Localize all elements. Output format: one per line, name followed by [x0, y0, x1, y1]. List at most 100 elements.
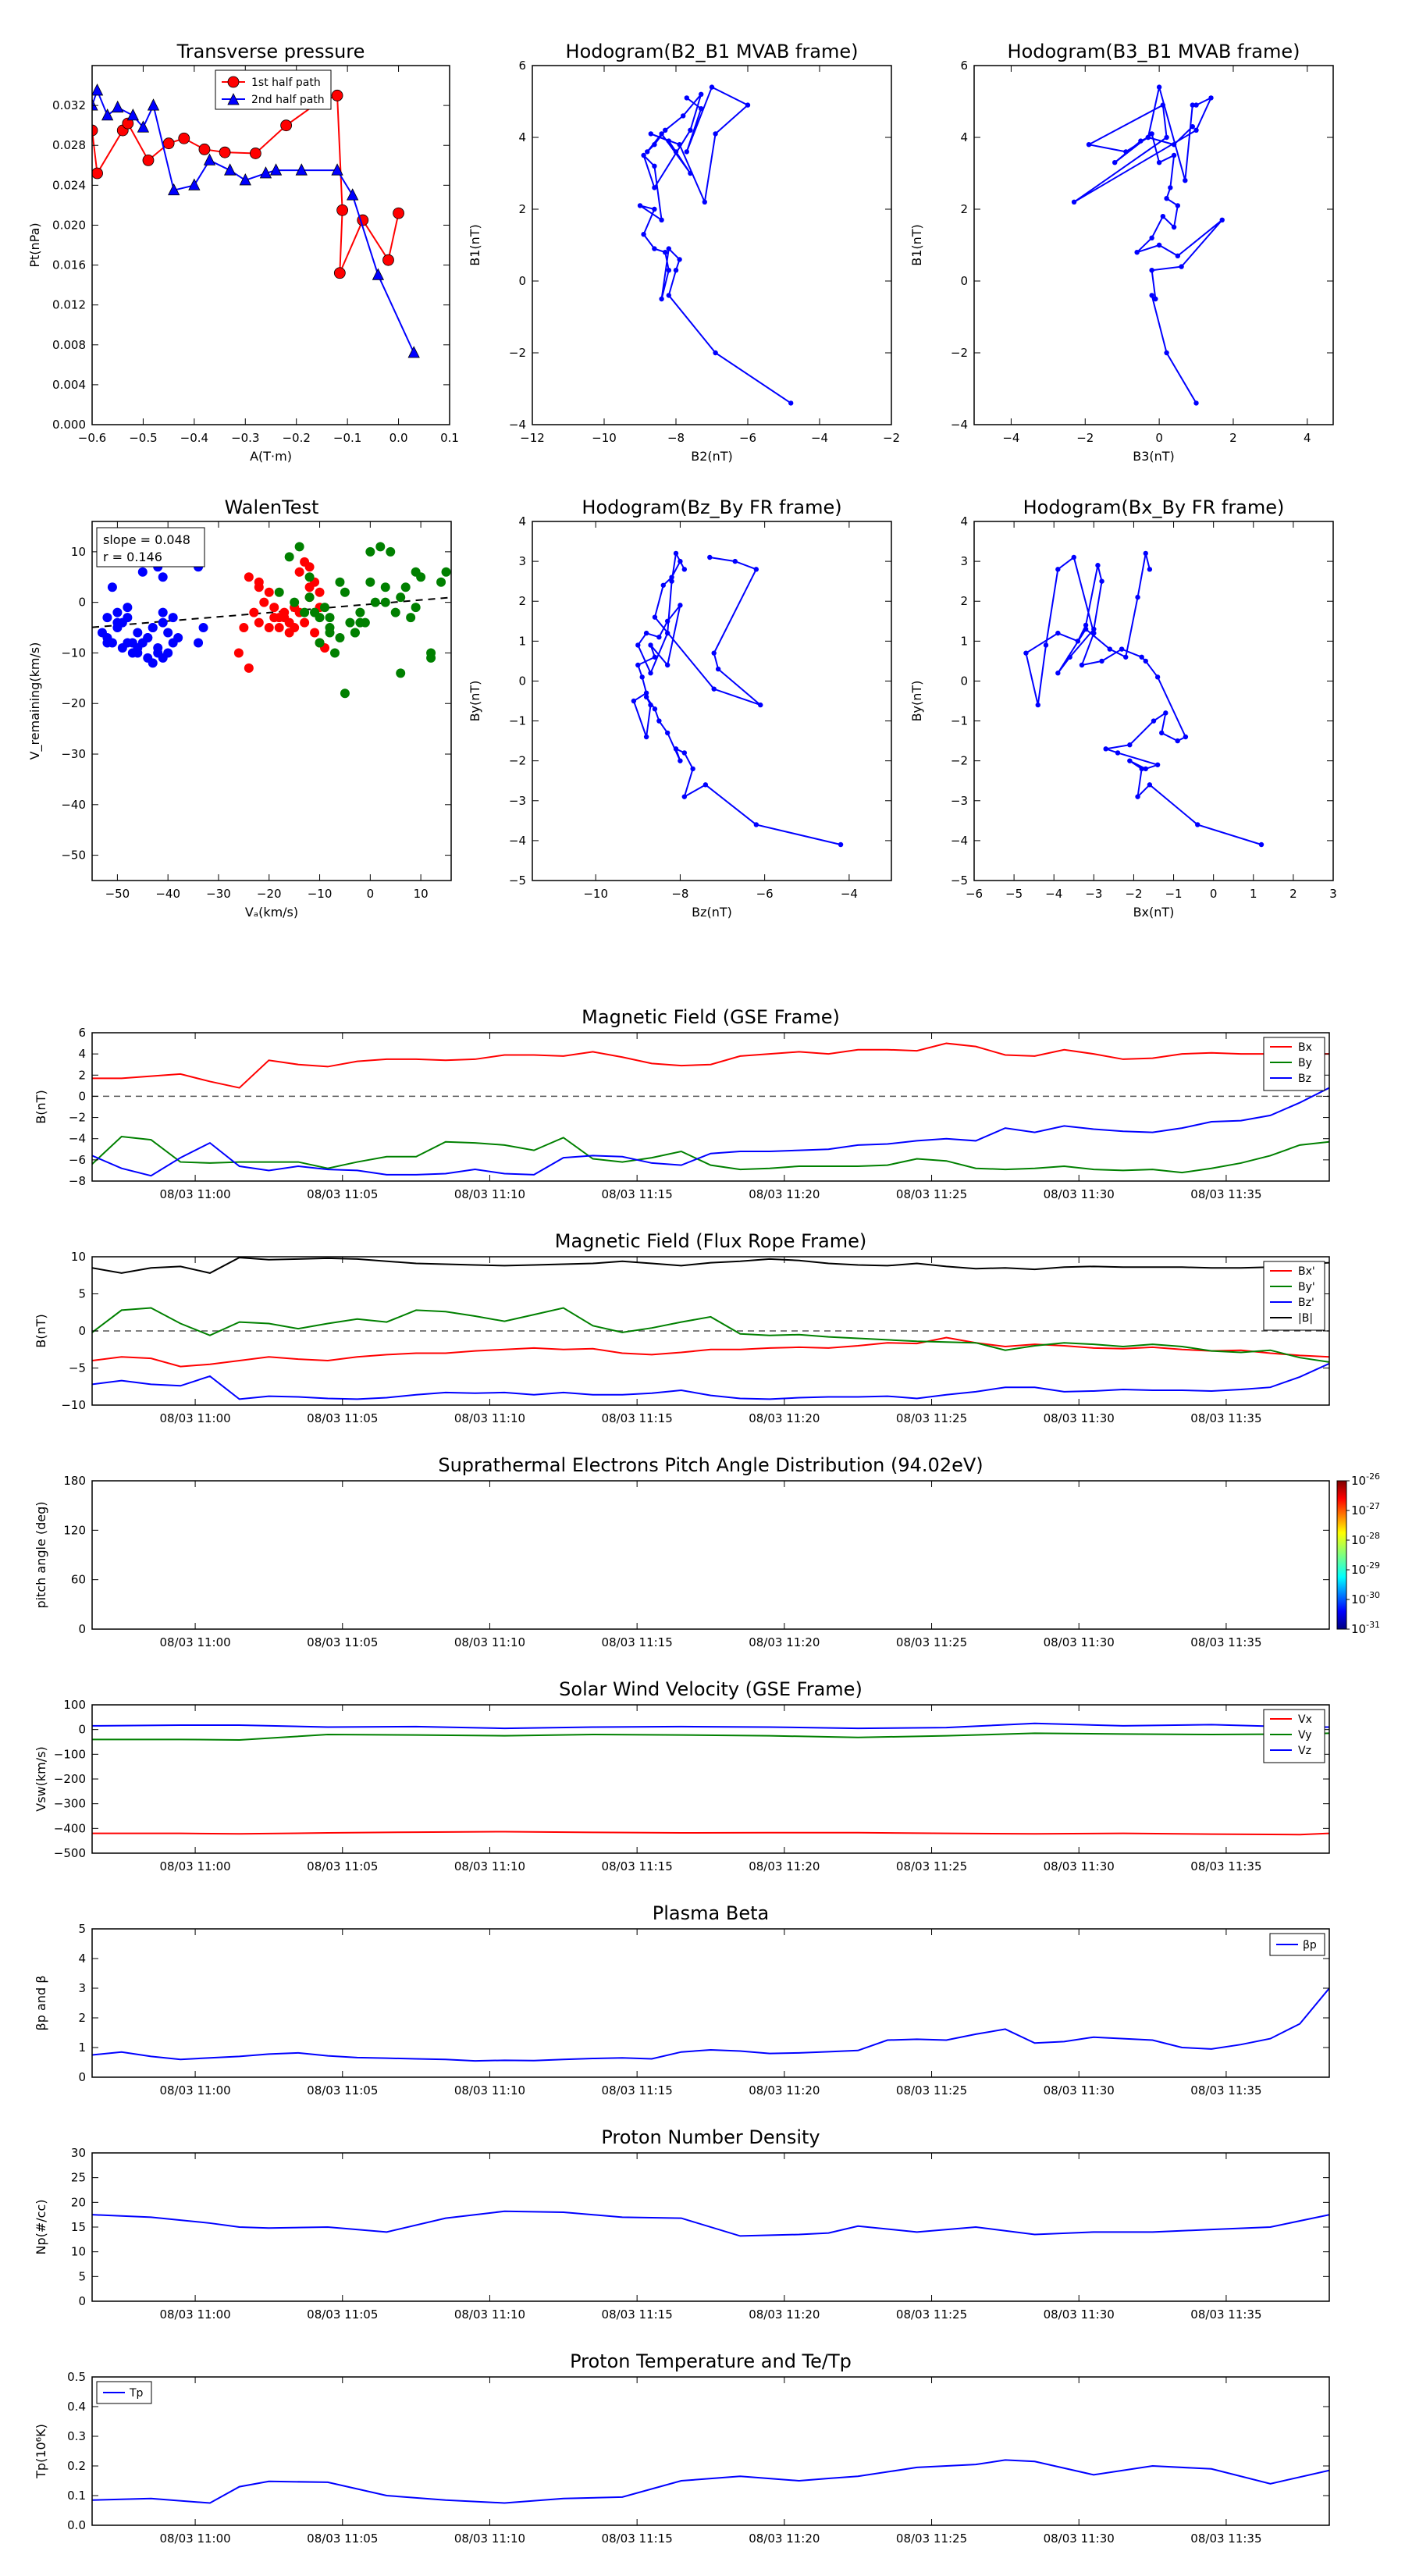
data-point — [400, 582, 411, 592]
x-tick-label: 1 — [1250, 887, 1257, 901]
data-point — [666, 268, 671, 273]
x-tick-label: 08/03 11:35 — [1190, 2532, 1261, 2546]
chart-panel-12: Proton Temperature and Te/Tp Tp(10⁶K) 08/0… — [34, 2350, 1330, 2546]
data-point — [643, 630, 649, 636]
data-point — [441, 567, 451, 577]
data-point — [168, 183, 180, 196]
x-tick-label: 08/03 11:15 — [602, 2532, 673, 2546]
data-point — [637, 203, 643, 208]
data-point — [333, 267, 346, 279]
y-tick-label: −4 — [509, 418, 526, 432]
y-tick-label: 10 — [71, 545, 86, 559]
data-point — [1153, 296, 1158, 302]
data-point — [393, 207, 404, 219]
annotation-r: r = 0.146 — [103, 550, 162, 564]
y-tick-label: 15 — [71, 2220, 86, 2234]
y-tick-label: 0 — [78, 1089, 86, 1103]
data-point — [1023, 650, 1029, 656]
x-tick-label: 0.0 — [389, 431, 408, 445]
y-tick-label: 100 — [63, 1698, 86, 1712]
data-point — [745, 102, 751, 108]
chart-panel-11: Proton Number Density Np(#/cc) 08/03 11:00… — [34, 2126, 1330, 2322]
y-tick-label: −6 — [69, 1153, 86, 1167]
plot-frame — [973, 65, 1334, 425]
data-point — [673, 746, 679, 752]
x-tick-label: −50 — [105, 887, 130, 901]
data-point — [753, 567, 759, 572]
x-tick-label: −0.1 — [333, 431, 361, 445]
data-point — [639, 674, 645, 680]
data-point — [666, 138, 671, 144]
x-tick-label: −30 — [206, 887, 231, 901]
data-point — [304, 562, 315, 572]
y-tick-label: 0 — [78, 1324, 86, 1338]
data-point — [758, 702, 763, 708]
y-tick-label: 0 — [78, 1622, 86, 1636]
x-tick-label: 4 — [1304, 431, 1311, 445]
y-tick-label: 2 — [78, 2011, 86, 2025]
data-point — [143, 633, 153, 643]
y-tick-label: 0.1 — [67, 2489, 86, 2503]
data-point — [315, 638, 325, 648]
data-point — [375, 542, 386, 552]
data-point — [711, 650, 717, 656]
chart-panel-1: Hodogram(B2_B1 MVAB frame) B2(nT) B1(nT) −1… — [468, 41, 900, 464]
data-point — [168, 613, 178, 623]
x-tick-label: −0.6 — [78, 431, 106, 445]
x-axis-label: B3(nT) — [1133, 449, 1175, 464]
x-tick-label: 08/03 11:15 — [602, 1635, 673, 1649]
data-point — [1175, 738, 1180, 744]
data-point — [325, 628, 335, 638]
plot-frame — [532, 521, 892, 881]
data-point — [673, 149, 679, 155]
x-tick-label: 08/03 11:00 — [159, 1635, 230, 1649]
data-point — [158, 607, 168, 617]
data-point — [652, 654, 658, 660]
data-point — [1151, 718, 1157, 724]
y-tick-label: −4 — [951, 834, 968, 848]
data-point — [681, 113, 686, 119]
y-axis-label: B(nT) — [34, 1314, 48, 1347]
data-point — [1171, 224, 1177, 230]
data-point — [1147, 567, 1153, 572]
x-tick-label: 08/03 11:25 — [896, 1187, 967, 1201]
data-point — [753, 822, 759, 827]
series-line — [92, 1831, 1329, 1836]
data-point — [1147, 782, 1153, 788]
x-tick-label: 0.1 — [440, 431, 459, 445]
data-point — [123, 603, 133, 613]
y-tick-label: 5 — [78, 2269, 86, 2283]
x-tick-label: 08/03 11:30 — [1044, 1635, 1115, 1649]
chart-panel-7: Magnetic Field (Flux Rope Frame) B(nT) 08/… — [34, 1230, 1330, 1425]
x-tick-label: −4 — [841, 887, 858, 901]
x-tick-label: 0 — [367, 887, 375, 901]
chart-title: Plasma Beta — [653, 1902, 769, 1924]
legend-label: By — [1298, 1057, 1312, 1069]
x-tick-label: 08/03 11:05 — [307, 1635, 378, 1649]
data-point — [1135, 794, 1140, 799]
x-tick-label: 08/03 11:35 — [1190, 1635, 1261, 1649]
y-tick-label: 4 — [960, 514, 968, 528]
data-point — [641, 152, 646, 158]
y-tick-label: 0.004 — [52, 378, 86, 392]
data-point — [102, 638, 112, 648]
plot-frame — [91, 1480, 1330, 1630]
data-point — [652, 246, 657, 251]
data-point — [224, 163, 237, 176]
series-line — [92, 1362, 1329, 1400]
y-tick-label: 0.2 — [67, 2459, 86, 2473]
x-tick-label: 08/03 11:35 — [1190, 2307, 1261, 2322]
data-point — [269, 603, 279, 613]
legend-label: Vz — [1298, 1745, 1311, 1757]
data-point — [1143, 550, 1148, 557]
data-point — [244, 663, 254, 673]
data-point — [274, 587, 284, 597]
plot-area — [92, 536, 451, 699]
plot-area — [92, 1042, 1329, 1177]
x-tick-label: 08/03 11:05 — [307, 2083, 378, 2097]
y-tick-label: 30 — [71, 2146, 86, 2160]
x-tick-label: 08/03 11:05 — [307, 1187, 378, 1201]
data-point — [659, 217, 664, 222]
data-point — [1112, 160, 1118, 165]
data-point — [137, 120, 150, 133]
